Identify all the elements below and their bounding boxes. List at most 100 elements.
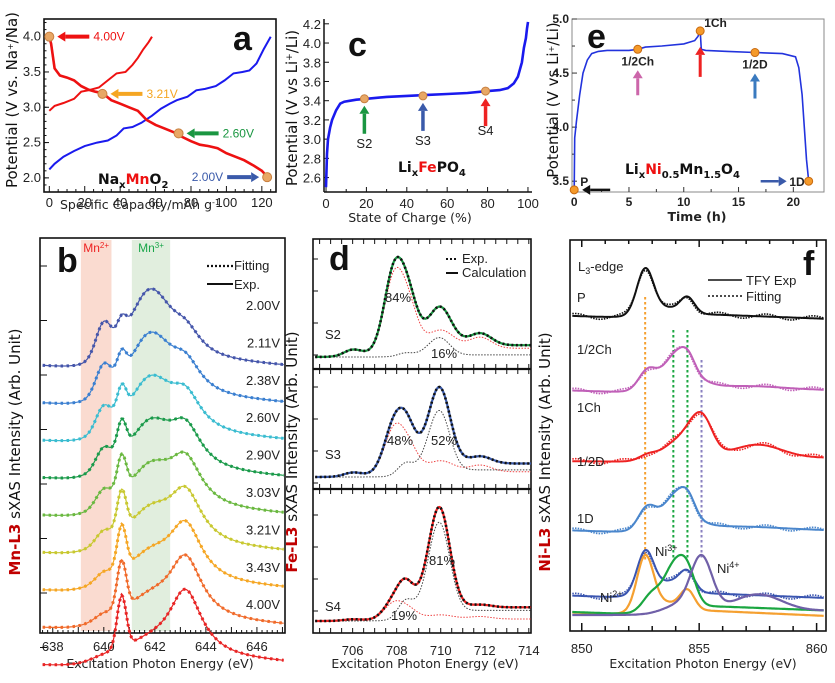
series-charge-red (48, 36, 153, 112)
legend-calc: Calculation (462, 265, 526, 280)
state-label: 1Ch (704, 16, 727, 30)
panel-e-ylabel: Potential (V vs Li+/Li) (544, 22, 562, 178)
x-tick-label: 644 (195, 639, 217, 654)
legend-tfy: TFY Exp (746, 273, 796, 288)
legend-fitting: Fitting (234, 258, 269, 273)
panel-f-frame (569, 239, 827, 632)
x-tick-label: 40 (113, 195, 127, 210)
spectrum-exp (42, 451, 284, 516)
experiment-curve (315, 255, 531, 359)
state-arrow-head (778, 176, 787, 187)
marker-point (695, 26, 705, 36)
state-label: 1D (789, 175, 805, 189)
calculation-curve (315, 385, 531, 479)
spectrum-exp (42, 588, 284, 666)
state-label: S2 (356, 136, 372, 151)
state-label: S3 (415, 133, 431, 148)
voltage-label: 2.11V (247, 335, 280, 350)
x-tick-label: 712 (474, 643, 496, 658)
x-tick-label: 20 (787, 195, 801, 209)
fe3-percent: 16% (431, 346, 457, 361)
x-tick-label: 710 (430, 643, 452, 658)
panel-e: Potential (V vs Li+/Li) Time (h) e 0 5 10 1… (544, 12, 825, 224)
panel-b-letter: b (57, 242, 78, 280)
x-tick-label: 60 (440, 196, 454, 211)
fe3-percent: 52% (431, 433, 457, 448)
state-arrow-head (480, 98, 491, 107)
spectrum-exp (42, 331, 284, 404)
panel-a-letter: a (233, 20, 253, 58)
panel-d-xlabel: Excitation Photon Energy (eV) (331, 656, 518, 671)
material-formula: LixNi0.5Mn1.5O4 (625, 162, 740, 181)
voltage-arrow-head (251, 172, 260, 183)
voltage-arrow-head (57, 31, 66, 42)
reference-label: Ni2+ (600, 589, 623, 605)
fe3-component (315, 410, 531, 478)
panel-f-letter: f (803, 245, 815, 283)
marker-point (262, 172, 273, 183)
y-tick-label: 4.0 (23, 29, 41, 44)
panel-d-letter: d (329, 240, 350, 278)
legend-exp: Exp. (462, 251, 488, 266)
state-label: 1Ch (577, 400, 601, 415)
state-label: 1/2Ch (577, 342, 612, 357)
x-tick-label: 5 (626, 195, 633, 209)
panel-c-xlabel: State of Charge (%) (348, 210, 472, 225)
fe2-percent: 19% (391, 608, 417, 623)
y-tick-label: 3.0 (23, 99, 41, 114)
x-tick-label: 80 (480, 196, 494, 211)
y-tick-label: 3.6 (303, 74, 321, 89)
x-tick-label: 20 (77, 195, 91, 210)
spectrum-fit (42, 553, 284, 629)
state-label: P (580, 175, 588, 189)
voltage-label: 3.21V (246, 522, 280, 537)
spectrum-exp (572, 266, 824, 320)
spectrum-fit (42, 484, 284, 555)
marker-point (633, 44, 643, 54)
x-tick-label: 708 (386, 643, 408, 658)
fe2-percent: 84% (385, 290, 411, 305)
state-arrow-head (582, 184, 591, 195)
panel-c: Potential (V vs Li+/Li) State of Charge … (283, 17, 539, 225)
x-tick-label: 60 (148, 195, 162, 210)
reference-label: Ni4+ (717, 560, 740, 576)
marker-point (804, 176, 814, 186)
fe3-component (315, 337, 531, 358)
x-tick-label: 638 (42, 639, 64, 654)
panel-d-frame (312, 238, 532, 634)
spectrum-exp (572, 485, 824, 533)
fe3-percent: 81% (429, 553, 455, 568)
panel-b-ylabel: Mn-L3 sXAS Intensity (Arb. Unit) (6, 328, 24, 575)
state-label: 1/2D (742, 58, 768, 72)
state-label: P (577, 290, 586, 305)
y-tick-label: 5.0 (552, 12, 569, 26)
panel-c-letter: c (348, 26, 367, 64)
sample-label: S3 (325, 447, 341, 462)
voltage-label: 2.60V (223, 126, 254, 140)
voltage-label: 4.00V (93, 30, 124, 44)
voltage-label: 4.00V (246, 597, 280, 612)
state-label: 1D (577, 511, 594, 526)
y-tick-label: 4.0 (303, 36, 321, 51)
state-arrow-head (632, 70, 643, 79)
y-tick-label: 4.2 (303, 17, 321, 32)
y-tick-label: 2.5 (23, 135, 41, 150)
series-discharge-red (48, 36, 269, 178)
panel-d-ylabel: Fe-L3 sXAS Intensity (Arb. Unit) (283, 331, 301, 572)
y-tick-label: 3.0 (303, 132, 321, 147)
panel-a-ylabel: Potential (V vs. Na+/Na) (3, 12, 21, 188)
y-tick-label: 4.5 (552, 66, 569, 80)
x-tick-label: 20 (359, 196, 373, 211)
series-lifepo4 (324, 21, 530, 188)
material-formula: NaxMnO2 (98, 172, 168, 191)
x-tick-label: 40 (400, 196, 414, 211)
voltage-label: 2.00V (192, 170, 223, 184)
voltage-label: 3.43V (246, 560, 280, 575)
marker-point (359, 94, 369, 104)
panel-f-xlabel: Excitation Photon Energy (eV) (609, 656, 796, 671)
x-tick-label: 80 (184, 195, 198, 210)
panel-a-xlabel: Specific Capacity/mAh g-1 (60, 197, 220, 212)
y-tick-label: 4.0 (552, 120, 569, 134)
state-label: S4 (478, 123, 494, 138)
